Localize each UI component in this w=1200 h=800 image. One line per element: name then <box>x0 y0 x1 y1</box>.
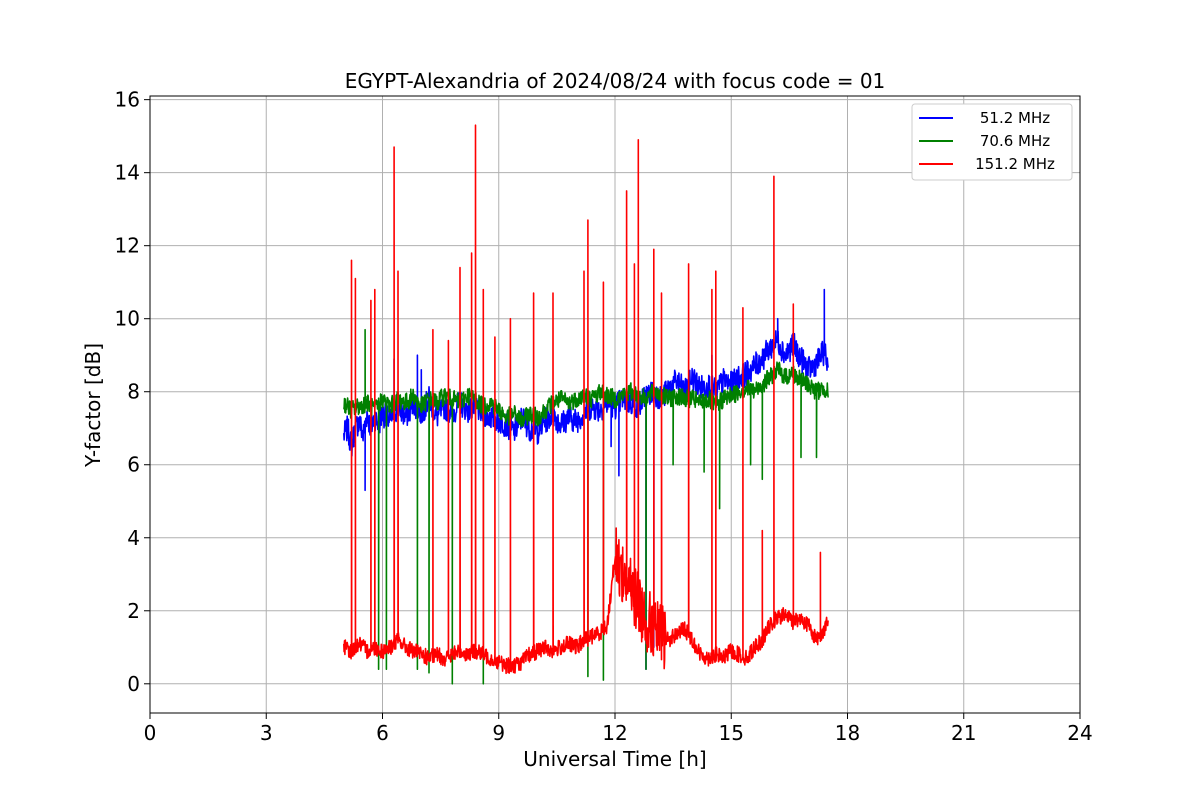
x-axis-ticks: 0 3 6 9 12 15 18 21 24 <box>144 713 1093 745</box>
y-axis-label: Y-factor [dB] <box>81 343 105 468</box>
y-tick-label: 10 <box>115 307 140 331</box>
x-tick-label: 18 <box>835 721 860 745</box>
y-tick-label: 6 <box>127 453 140 477</box>
x-tick-label: 21 <box>951 721 976 745</box>
legend-box <box>911 103 1073 181</box>
x-tick-label: 0 <box>144 721 157 745</box>
y-tick-label: 8 <box>127 380 140 404</box>
series-line <box>343 124 829 675</box>
x-tick-label: 12 <box>602 721 627 745</box>
x-tick-label: 9 <box>492 721 505 745</box>
y-tick-label: 4 <box>127 526 140 550</box>
y-axis-ticks: 0 2 4 6 8 10 12 14 16 <box>115 88 150 696</box>
y-tick-label: 14 <box>115 161 140 185</box>
legend-label: 151.2 MHz <box>975 155 1055 173</box>
x-tick-label: 3 <box>260 721 273 745</box>
y-tick-label: 12 <box>115 234 140 258</box>
x-tick-label: 6 <box>376 721 389 745</box>
y-tick-label: 2 <box>127 599 140 623</box>
legend-label: 70.6 MHz <box>980 132 1050 150</box>
legend: 51.2 MHz 70.6 MHz 151.2 MHz <box>911 103 1073 181</box>
legend-label: 51.2 MHz <box>980 109 1050 127</box>
y-tick-label: 0 <box>127 672 140 696</box>
x-tick-label: 24 <box>1067 721 1092 745</box>
y-tick-label: 16 <box>115 88 140 112</box>
series-layer <box>343 124 829 685</box>
x-tick-label: 15 <box>719 721 744 745</box>
x-axis-label: Universal Time [h] <box>523 747 706 771</box>
chart-title: EGYPT-Alexandria of 2024/08/24 with focu… <box>345 69 886 93</box>
